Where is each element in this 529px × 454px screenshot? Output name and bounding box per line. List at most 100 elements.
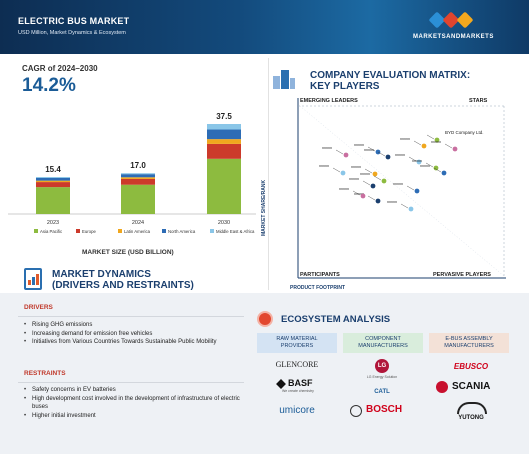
ebusco-logo: EBUSCO: [453, 362, 489, 371]
legend-swatch: [34, 229, 38, 233]
umicore-logo: umicore: [279, 405, 315, 416]
restraint-item: Safety concerns in EV batteries: [22, 386, 244, 395]
bar-segment-north-america-2030: [207, 129, 241, 140]
drivers-heading: DRIVERS: [24, 304, 53, 311]
company-leader-line: [362, 180, 371, 186]
company-label: xxxxx: [400, 136, 410, 141]
bosch-logo: BOSCH: [366, 404, 403, 415]
matrix-title-line2: KEY PLAYERS: [310, 81, 380, 92]
quadrant-participants: PARTICIPANTS: [300, 272, 340, 278]
bar-segment-north-america-2024: [121, 174, 155, 178]
bar-segment-europe-2023: [36, 182, 70, 188]
company-marker: [375, 198, 381, 204]
bar-total-label: 37.5: [216, 112, 232, 121]
legend-swatch: [118, 229, 122, 233]
matrix-title-line1: COMPANY EVALUATION MATRIX:: [310, 70, 471, 81]
driver-item: Increasing demand for emission free vehi…: [22, 330, 244, 339]
column-raw-material: RAW MATERIAL PROVIDERS: [257, 333, 337, 353]
company-marker: [360, 193, 366, 199]
company-label: BYD Company Ltd.: [445, 130, 484, 135]
company-label: xxxxx: [349, 176, 359, 181]
drivers-list: Rising GHG emissions Increasing demand f…: [22, 321, 244, 347]
company-label: xxxxx: [354, 142, 364, 147]
company-label: xxxxx: [319, 163, 329, 168]
bar-segment-middle-east-africa-2023: [36, 177, 70, 178]
cagr-value: 14.2%: [22, 75, 76, 96]
matrix-diagonal: [299, 105, 505, 277]
company-label: xxxxx: [431, 139, 441, 144]
company-marker: [421, 143, 427, 149]
yutong-logo: YUTONG: [458, 415, 484, 421]
matrix-y-axis-label: MARKET SHARE/RANK: [261, 179, 267, 236]
company-marker: [381, 178, 387, 184]
company-marker: [416, 159, 422, 165]
company-leader-line: [335, 149, 344, 155]
drivers-divider: [18, 316, 244, 317]
catl-logo: CATL: [374, 389, 390, 395]
brand-name: MARKETSANDMARKETS: [413, 34, 494, 40]
scania-griffin-icon: [436, 381, 448, 393]
company-leader-line: [377, 151, 386, 157]
company-label: xxxxx: [395, 152, 405, 157]
bar-segment-latin-america-2024: [121, 177, 155, 179]
bar-segment-asia-pacific-2030: [207, 158, 241, 214]
legend-label: Middle East & Africa: [216, 229, 255, 234]
company-marker: [385, 154, 391, 160]
driver-item: Initiatives from Various Countries Towar…: [22, 338, 244, 347]
matrix-title: COMPANY EVALUATION MATRIX: KEY PLAYERS: [310, 70, 470, 92]
company-label: xxxxx: [387, 199, 397, 204]
lg-energy-tagline: LG Energy Solution: [366, 375, 398, 379]
company-label: xxxxx: [339, 186, 349, 191]
bar-total-label: 15.4: [45, 165, 61, 174]
company-leader-line: [400, 203, 409, 209]
quadrant-stars: STARS: [469, 98, 488, 104]
company-leader-line: [433, 167, 442, 173]
company-label: xxxxx: [322, 145, 332, 150]
cagr-label: CAGR of 2024–2030: [22, 64, 98, 73]
ecosystem-icon: [257, 311, 273, 327]
restraints-divider: [18, 382, 244, 383]
company-leader-line: [352, 190, 361, 196]
company-label: xxxxx: [364, 147, 374, 152]
company-leader-line: [444, 143, 453, 149]
legend-label: Latin America: [124, 229, 151, 234]
x-tick-label: 2030: [218, 220, 230, 226]
company-leader-line: [367, 195, 376, 201]
bar-segment-asia-pacific-2023: [36, 187, 70, 214]
restraint-item: High development cost involved in the de…: [22, 395, 244, 412]
company-marker: [370, 183, 376, 189]
market-dynamics-title-line2: (DRIVERS AND RESTRAINTS): [52, 280, 194, 291]
legend-label: Europe: [82, 229, 96, 234]
company-leader-line: [425, 162, 434, 168]
x-tick-label: 2023: [47, 220, 59, 226]
company-marker: [433, 165, 439, 171]
basf-logo: BASF: [288, 378, 313, 388]
brand-logo: MARKETSANDMARKETS: [401, 11, 511, 46]
restraints-list: Safety concerns in EV batteries High dev…: [22, 386, 244, 420]
company-leader-line: [373, 175, 382, 181]
x-tick-label: 2024: [132, 220, 144, 226]
bar-segment-north-america-2023: [36, 178, 70, 181]
restraints-heading: RESTRAINTS: [24, 370, 66, 377]
company-marker: [343, 152, 349, 158]
company-leader-line: [406, 185, 415, 191]
column-assembly-label: E-BUS ASSEMBLY MANUFACTURERS: [444, 336, 494, 349]
chart-x-label: MARKET SIZE (USD BILLION): [82, 249, 174, 256]
clipboard-chart-icon: [24, 268, 42, 290]
page-header: ELECTRIC BUS MARKET USD Million, Market …: [0, 0, 529, 54]
yutong-mark-icon: [457, 402, 487, 414]
market-dynamics-title-line1: MARKET DYNAMICS: [52, 269, 151, 280]
driver-item: Rising GHG emissions: [22, 321, 244, 330]
company-marker: [434, 137, 440, 143]
bar-segment-latin-america-2030: [207, 139, 241, 144]
legend-swatch: [210, 229, 214, 233]
bosch-mark-icon: [350, 405, 362, 417]
bar-segment-middle-east-africa-2030: [207, 124, 241, 130]
legend-swatch: [76, 229, 80, 233]
company-label: xxxxx: [393, 181, 403, 186]
company-leader-line: [367, 146, 376, 152]
company-leader-line: [332, 167, 341, 173]
column-component: COMPONENT MANUFACTURERS: [343, 333, 423, 353]
legend-label: Asia Pacific: [40, 229, 63, 234]
market-dynamics-title: MARKET DYNAMICS (DRIVERS AND RESTRAINTS): [52, 269, 194, 291]
